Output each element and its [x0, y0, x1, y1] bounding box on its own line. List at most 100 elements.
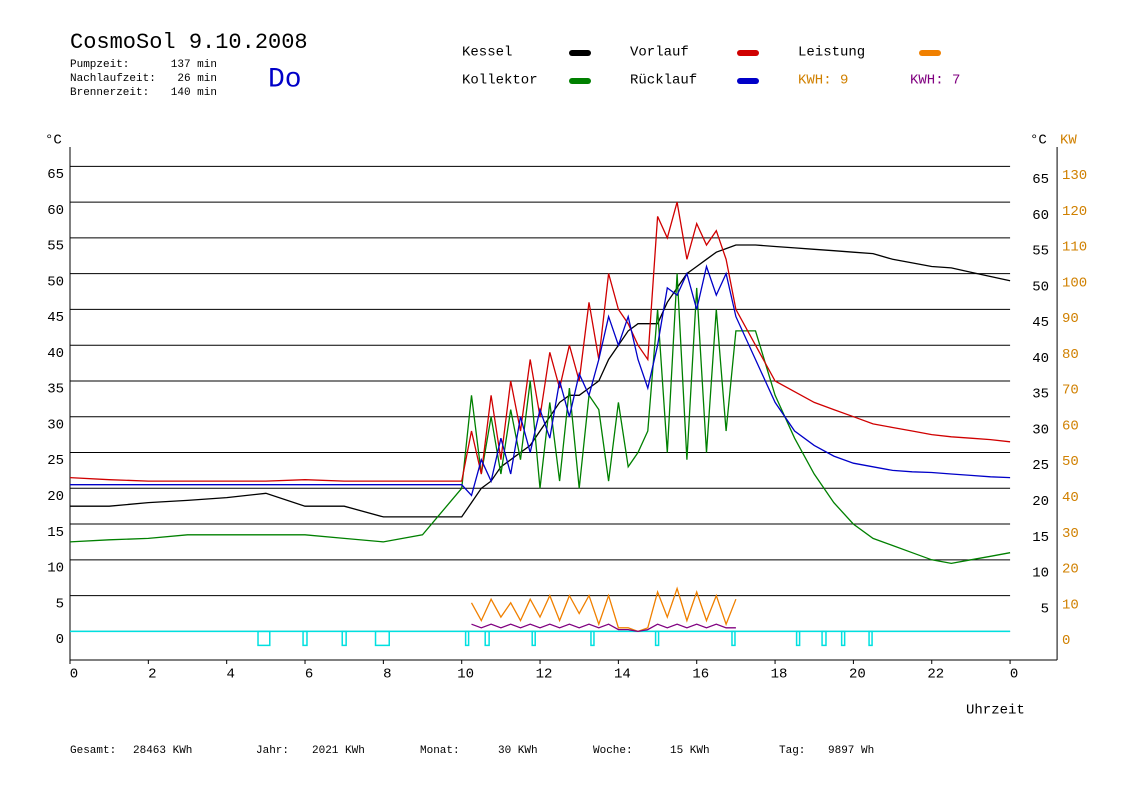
legend-label: Vorlauf	[630, 45, 689, 61]
y2-tick-label: 30	[1062, 526, 1079, 542]
pump-interval	[868, 630, 873, 647]
x-tick-label: 18	[771, 667, 788, 683]
pump-interval	[374, 630, 390, 647]
y-axis-unit-right: °C	[1030, 133, 1047, 149]
pump-interval	[654, 630, 660, 647]
pump-interval	[484, 630, 490, 647]
legend-label: Kessel	[462, 45, 512, 61]
y-tick-label-right: 25	[1032, 458, 1049, 474]
info-value: 137 min	[171, 59, 217, 71]
x-tick-label: 0	[1010, 667, 1018, 683]
info-label: Nachlaufzeit:	[70, 73, 156, 85]
x-tick-label: 10	[457, 667, 474, 683]
y2-tick-label: 90	[1062, 311, 1079, 327]
legend-label: Rücklauf	[630, 73, 697, 89]
footer-label: Gesamt:	[70, 745, 116, 757]
x-tick-label: 16	[692, 667, 709, 683]
y2-tick-label: 110	[1062, 240, 1087, 256]
y-tick-label: 15	[47, 525, 64, 541]
footer-value: 15 KWh	[670, 745, 710, 757]
x-tick-label: 8	[383, 667, 391, 683]
series-line	[69, 273, 1011, 565]
footer-label: Jahr:	[256, 745, 289, 757]
x-tick-label: 4	[226, 667, 234, 683]
y-tick-label-right: 55	[1032, 244, 1049, 260]
series-line	[470, 586, 737, 633]
y2-tick-label: 10	[1062, 597, 1079, 613]
y-tick-label-right: 45	[1032, 315, 1049, 331]
y-tick-label: 45	[47, 310, 64, 326]
y2-tick-label: 120	[1062, 204, 1087, 220]
pump-interval	[464, 630, 470, 647]
pump-interval	[840, 630, 846, 647]
y-tick-label-right: 65	[1032, 172, 1049, 188]
y-tick-label: 5	[56, 596, 64, 612]
y-tick-label: 55	[47, 239, 64, 255]
y-tick-label: 35	[47, 382, 64, 398]
pump-interval	[590, 630, 595, 647]
y2-tick-label: 100	[1062, 275, 1087, 291]
y2-tick-label: 70	[1062, 383, 1079, 399]
x-tick-label: 12	[536, 667, 553, 683]
leistung-kwh: KWH: 9	[798, 73, 848, 89]
info-value: 26 min	[177, 73, 217, 85]
y-tick-label-right: 15	[1032, 530, 1049, 546]
y2-tick-label: 20	[1062, 562, 1079, 578]
chart-title: CosmoSol 9.10.2008	[70, 30, 308, 55]
series-line	[69, 201, 1011, 482]
y-tick-label: 65	[47, 167, 64, 183]
y-tick-label-right: 10	[1032, 566, 1049, 582]
footer-value: 28463 KWh	[133, 745, 192, 757]
y-tick-label-right: 60	[1032, 208, 1049, 224]
y2-tick-label: 80	[1062, 347, 1079, 363]
y-tick-label-right: 40	[1032, 351, 1049, 367]
pump-interval	[257, 630, 271, 647]
y-tick-label: 20	[47, 489, 64, 505]
legend-label: Leistung	[798, 45, 865, 61]
pump-interval	[821, 630, 827, 647]
y-tick-label: 30	[47, 417, 64, 433]
y2-tick-label: 40	[1062, 490, 1079, 506]
y2-tick-label: 0	[1062, 633, 1070, 649]
legend-label: KWH: 7	[910, 73, 960, 89]
y-tick-label-right: 30	[1032, 422, 1049, 438]
y2-tick-label: 60	[1062, 418, 1079, 434]
y-tick-label: 40	[47, 346, 64, 362]
x-tick-label: 22	[927, 667, 944, 683]
pump-interval	[341, 630, 347, 647]
y-tick-label: 0	[56, 632, 64, 648]
x-tick-label: 14	[614, 667, 631, 683]
y-tick-label-right: 35	[1032, 387, 1049, 403]
footer-label: Monat:	[420, 745, 460, 757]
y2-tick-label: 50	[1062, 454, 1079, 470]
y-tick-label: 60	[47, 203, 64, 219]
y-tick-label-right: 5	[1041, 601, 1049, 617]
y-axis-unit: °C	[45, 133, 62, 149]
x-tick-label: 2	[148, 667, 156, 683]
y-tick-label: 10	[47, 561, 64, 577]
info-value: 140 min	[171, 87, 217, 99]
y-tick-label-right: 20	[1032, 494, 1049, 510]
weekday: Do	[268, 64, 302, 95]
pump-interval	[795, 630, 801, 647]
y-tick-label: 25	[47, 453, 64, 469]
y-tick-label: 50	[47, 274, 64, 290]
info-label: Pumpzeit:	[70, 59, 129, 71]
y2-axis-unit: KW	[1060, 133, 1077, 149]
y-tick-label-right: 50	[1032, 279, 1049, 295]
y2-tick-label: 130	[1062, 168, 1087, 184]
x-tick-label: 6	[305, 667, 313, 683]
pump-interval	[731, 630, 736, 647]
pump-interval	[302, 630, 308, 647]
footer-value: 30 KWh	[498, 745, 538, 757]
series-line	[70, 264, 1011, 497]
info-label: Brennerzeit:	[70, 87, 149, 99]
x-tick-label: 0	[70, 667, 78, 683]
footer-value: 2021 KWh	[312, 745, 365, 757]
footer-value: 9897 Wh	[828, 745, 874, 757]
pump-interval	[531, 630, 536, 647]
footer-label: Tag:	[779, 745, 805, 757]
series-line	[471, 623, 736, 633]
legend-label: Kollektor	[462, 73, 538, 89]
